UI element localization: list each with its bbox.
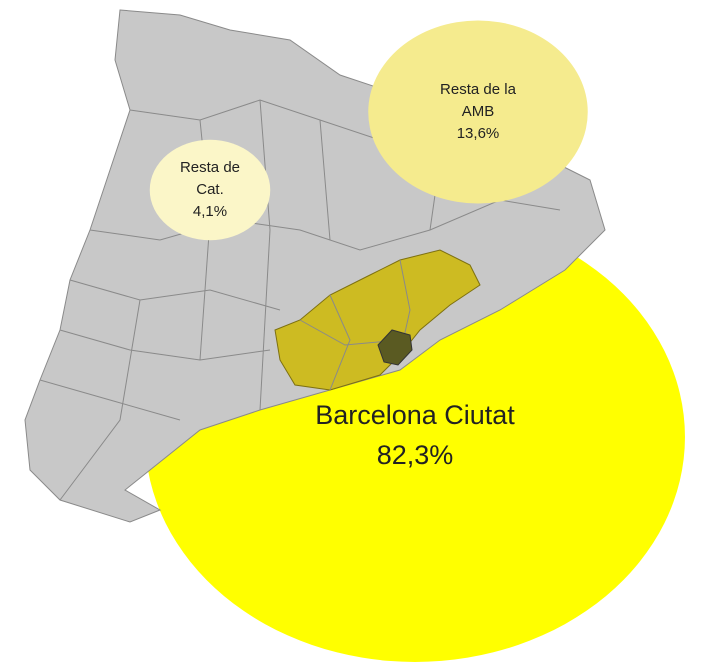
bubble-value-label: 13,6% <box>457 125 500 142</box>
bubble-layer-over: Resta de Cat. 4,1% Resta de la AMB 13,6% <box>149 20 588 241</box>
bubble-label: AMB <box>462 103 495 120</box>
bubble-label: Resta de la <box>440 81 517 98</box>
barcelona-city <box>377 329 413 366</box>
bubble-value-label: 4,1% <box>193 203 227 220</box>
bubble-label: Resta de <box>180 159 240 176</box>
bubble <box>149 139 271 241</box>
bubble-label: Cat. <box>196 181 224 198</box>
amb-region <box>274 249 481 391</box>
bubble <box>368 20 588 204</box>
bubble-label: Barcelona Ciutat <box>315 400 515 430</box>
bubble-value-label: 82,3% <box>377 440 454 470</box>
